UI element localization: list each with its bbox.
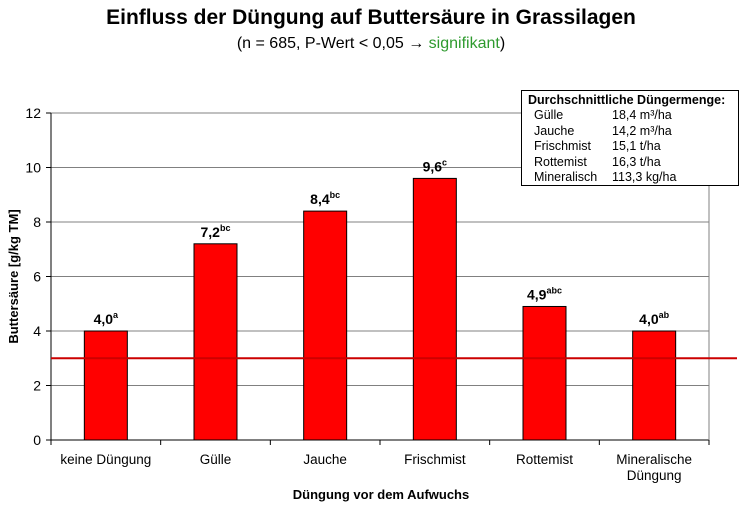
legend-items: Gülle 18,4 m³/ha Jauche 14,2 m³/ha Frischmis… — [528, 108, 732, 186]
x-tick-label: Jauche — [303, 452, 347, 467]
data-label: 8,4bc — [310, 190, 340, 207]
legend-item-value: 16,3 t/ha — [612, 154, 661, 169]
x-tick-label: Frischmist — [404, 452, 466, 467]
data-label: 4,0a — [94, 310, 119, 327]
data-label: 9,6c — [423, 157, 447, 174]
legend-item-name: Gülle — [534, 108, 564, 122]
legend-item-name: Mineralisch — [534, 170, 598, 184]
data-label: 7,2bc — [201, 223, 231, 240]
x-tick-label: Gülle — [200, 452, 232, 467]
x-axis-label: Düngung vor dem Aufwuchs — [293, 487, 469, 502]
y-tick-label: 12 — [25, 105, 41, 121]
legend-item-value: 18,4 m³/ha — [612, 108, 672, 122]
x-tick-label: Düngung — [627, 468, 682, 483]
subtitle-close: ) — [499, 35, 506, 52]
y-tick-label: 8 — [33, 214, 41, 230]
bar — [83, 330, 128, 441]
y-tick-label: 0 — [33, 432, 41, 448]
legend-item-value: 14,2 m³/ha — [612, 123, 672, 138]
data-label: 4,9abc — [527, 285, 562, 302]
y-tick-label: 4 — [33, 323, 41, 339]
data-label: 4,0ab — [639, 310, 669, 327]
x-tick-label: Mineralische — [616, 452, 692, 467]
y-tick-label: 2 — [33, 378, 41, 394]
arrow-icon: → — [408, 35, 425, 52]
legend-item: Jauche 14,2 m³/ha — [528, 124, 732, 140]
legend-item: Mineralisch 113,3 kg/ha — [528, 170, 732, 186]
bar — [193, 243, 238, 441]
legend-item-value: 113,3 kg/ha — [612, 170, 677, 184]
y-axis-label: Buttersäure [g/kg TM] — [6, 209, 21, 343]
chart-subtitle: (n = 685, P-Wert < 0,05 → signifikant) — [0, 35, 742, 53]
subtitle-text: (n = 685, P-Wert < 0,05 — [236, 35, 404, 52]
bar — [632, 330, 677, 441]
chart-title: Einfluss der Düngung auf Buttersäure in … — [106, 6, 636, 29]
legend-item: Rottemist 16,3 t/ha — [528, 155, 732, 171]
legend-item-name: Frischmist — [534, 139, 591, 153]
y-tick-label: 10 — [25, 160, 41, 176]
significance-label: signifikant — [428, 35, 500, 52]
legend-item: Gülle 18,4 m³/ha — [528, 108, 732, 124]
y-tick-label: 6 — [33, 269, 41, 285]
legend-item: Frischmist 15,1 t/ha — [528, 139, 732, 155]
legend-item-value: 15,1 t/ha — [612, 139, 661, 153]
legend: Durchschnittliche Düngermenge: Gülle 18,4… — [521, 90, 739, 186]
x-tick-label: keine Düngung — [60, 452, 151, 467]
legend-item-name: Rottemist — [534, 154, 587, 169]
bar — [522, 305, 567, 441]
x-tick-label: Rottemist — [516, 452, 573, 467]
legend-item-name: Jauche — [534, 123, 575, 138]
bar — [303, 210, 348, 441]
legend-title: Durchschnittliche Düngermenge: — [528, 93, 726, 107]
bar — [412, 177, 457, 441]
